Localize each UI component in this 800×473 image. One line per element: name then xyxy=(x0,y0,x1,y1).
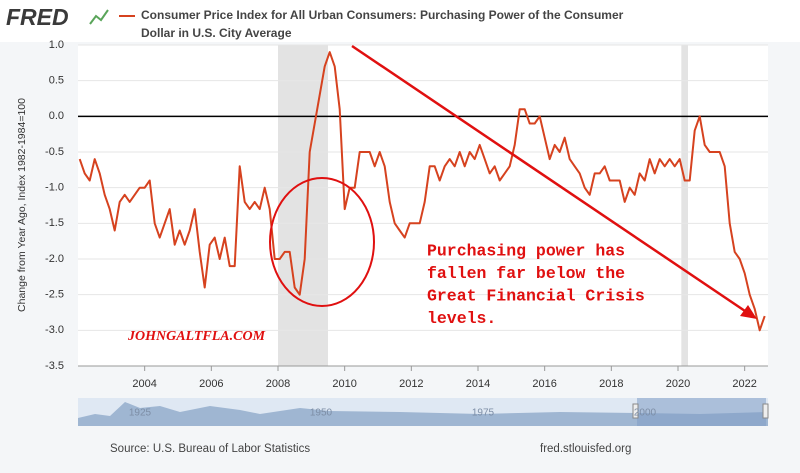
navigator-label: 1925 xyxy=(129,408,152,419)
y-tick-label: -0.5 xyxy=(45,146,64,158)
watermark: JOHNGALTFLA.COM xyxy=(127,329,266,344)
navigator-window xyxy=(637,398,766,426)
annotation-line: Great Financial Crisis xyxy=(427,286,645,305)
recession-shade xyxy=(681,45,688,366)
plot: 1.0 0.5 0.0 -0.5 -1.0 -1.5 -2.0 -2.5 -3.0 -3.5 200… xyxy=(45,39,768,390)
x-tick-label: 2018 xyxy=(599,378,623,390)
data-line xyxy=(78,51,766,332)
x-tick-label: 2020 xyxy=(666,378,690,390)
navigator-handle[interactable] xyxy=(762,403,769,419)
y-tick-label: -1.5 xyxy=(45,217,64,229)
header-bg xyxy=(0,0,800,42)
annotation-line: fallen far below the xyxy=(427,264,625,283)
brand: FRED xyxy=(6,4,69,30)
x-tick-label: 2022 xyxy=(732,378,756,390)
site: fred.stlouisfed.org xyxy=(540,443,631,455)
y-tick-label: 0.0 xyxy=(49,110,64,122)
x-tick-label: 2010 xyxy=(332,378,356,390)
source: Source: U.S. Bureau of Labor Statistics xyxy=(110,443,310,455)
annotation: Purchasing power has fallen far below the… xyxy=(427,241,645,328)
y-tick-label: -3.5 xyxy=(45,360,64,372)
x-tick-label: 2016 xyxy=(532,378,556,390)
navigator-handle[interactable] xyxy=(632,403,639,419)
circle-annotation xyxy=(269,177,375,307)
y-axis-label: Change from Year Ago, Index 1982-1984=10… xyxy=(16,98,28,312)
y-tick-label: -2.0 xyxy=(45,253,64,265)
annotation-line: Purchasing power has xyxy=(427,241,625,260)
navigator-label: 2000 xyxy=(634,408,657,419)
x-tick-label: 2006 xyxy=(199,378,223,390)
x-tick-label: 2014 xyxy=(466,378,490,390)
arrow-shaft xyxy=(351,44,746,313)
y-tick-label: -2.5 xyxy=(45,289,64,301)
y-tick-label: -1.0 xyxy=(45,182,64,194)
brand-icon xyxy=(89,9,109,25)
navigator-labels: 1925 1950 1975 2000 xyxy=(129,408,657,419)
x-tick-label: 2012 xyxy=(399,378,423,390)
arrow-head xyxy=(740,305,757,319)
title-line: Dollar in U.S. City Average xyxy=(141,26,292,40)
navigator-area xyxy=(78,402,768,426)
navigator-label: 1950 xyxy=(310,408,333,419)
x-tick-label: 2008 xyxy=(266,378,290,390)
title-line: Consumer Price Index for All Urban Consu… xyxy=(141,8,624,22)
y-tick-label: 1.0 xyxy=(49,39,64,51)
navigator-label: 1975 xyxy=(472,408,495,419)
annotation-line: levels. xyxy=(427,309,496,328)
x-tick-label: 2004 xyxy=(132,378,156,390)
y-tick-label: -3.0 xyxy=(45,324,64,336)
y-tick-label: 0.5 xyxy=(49,75,64,87)
